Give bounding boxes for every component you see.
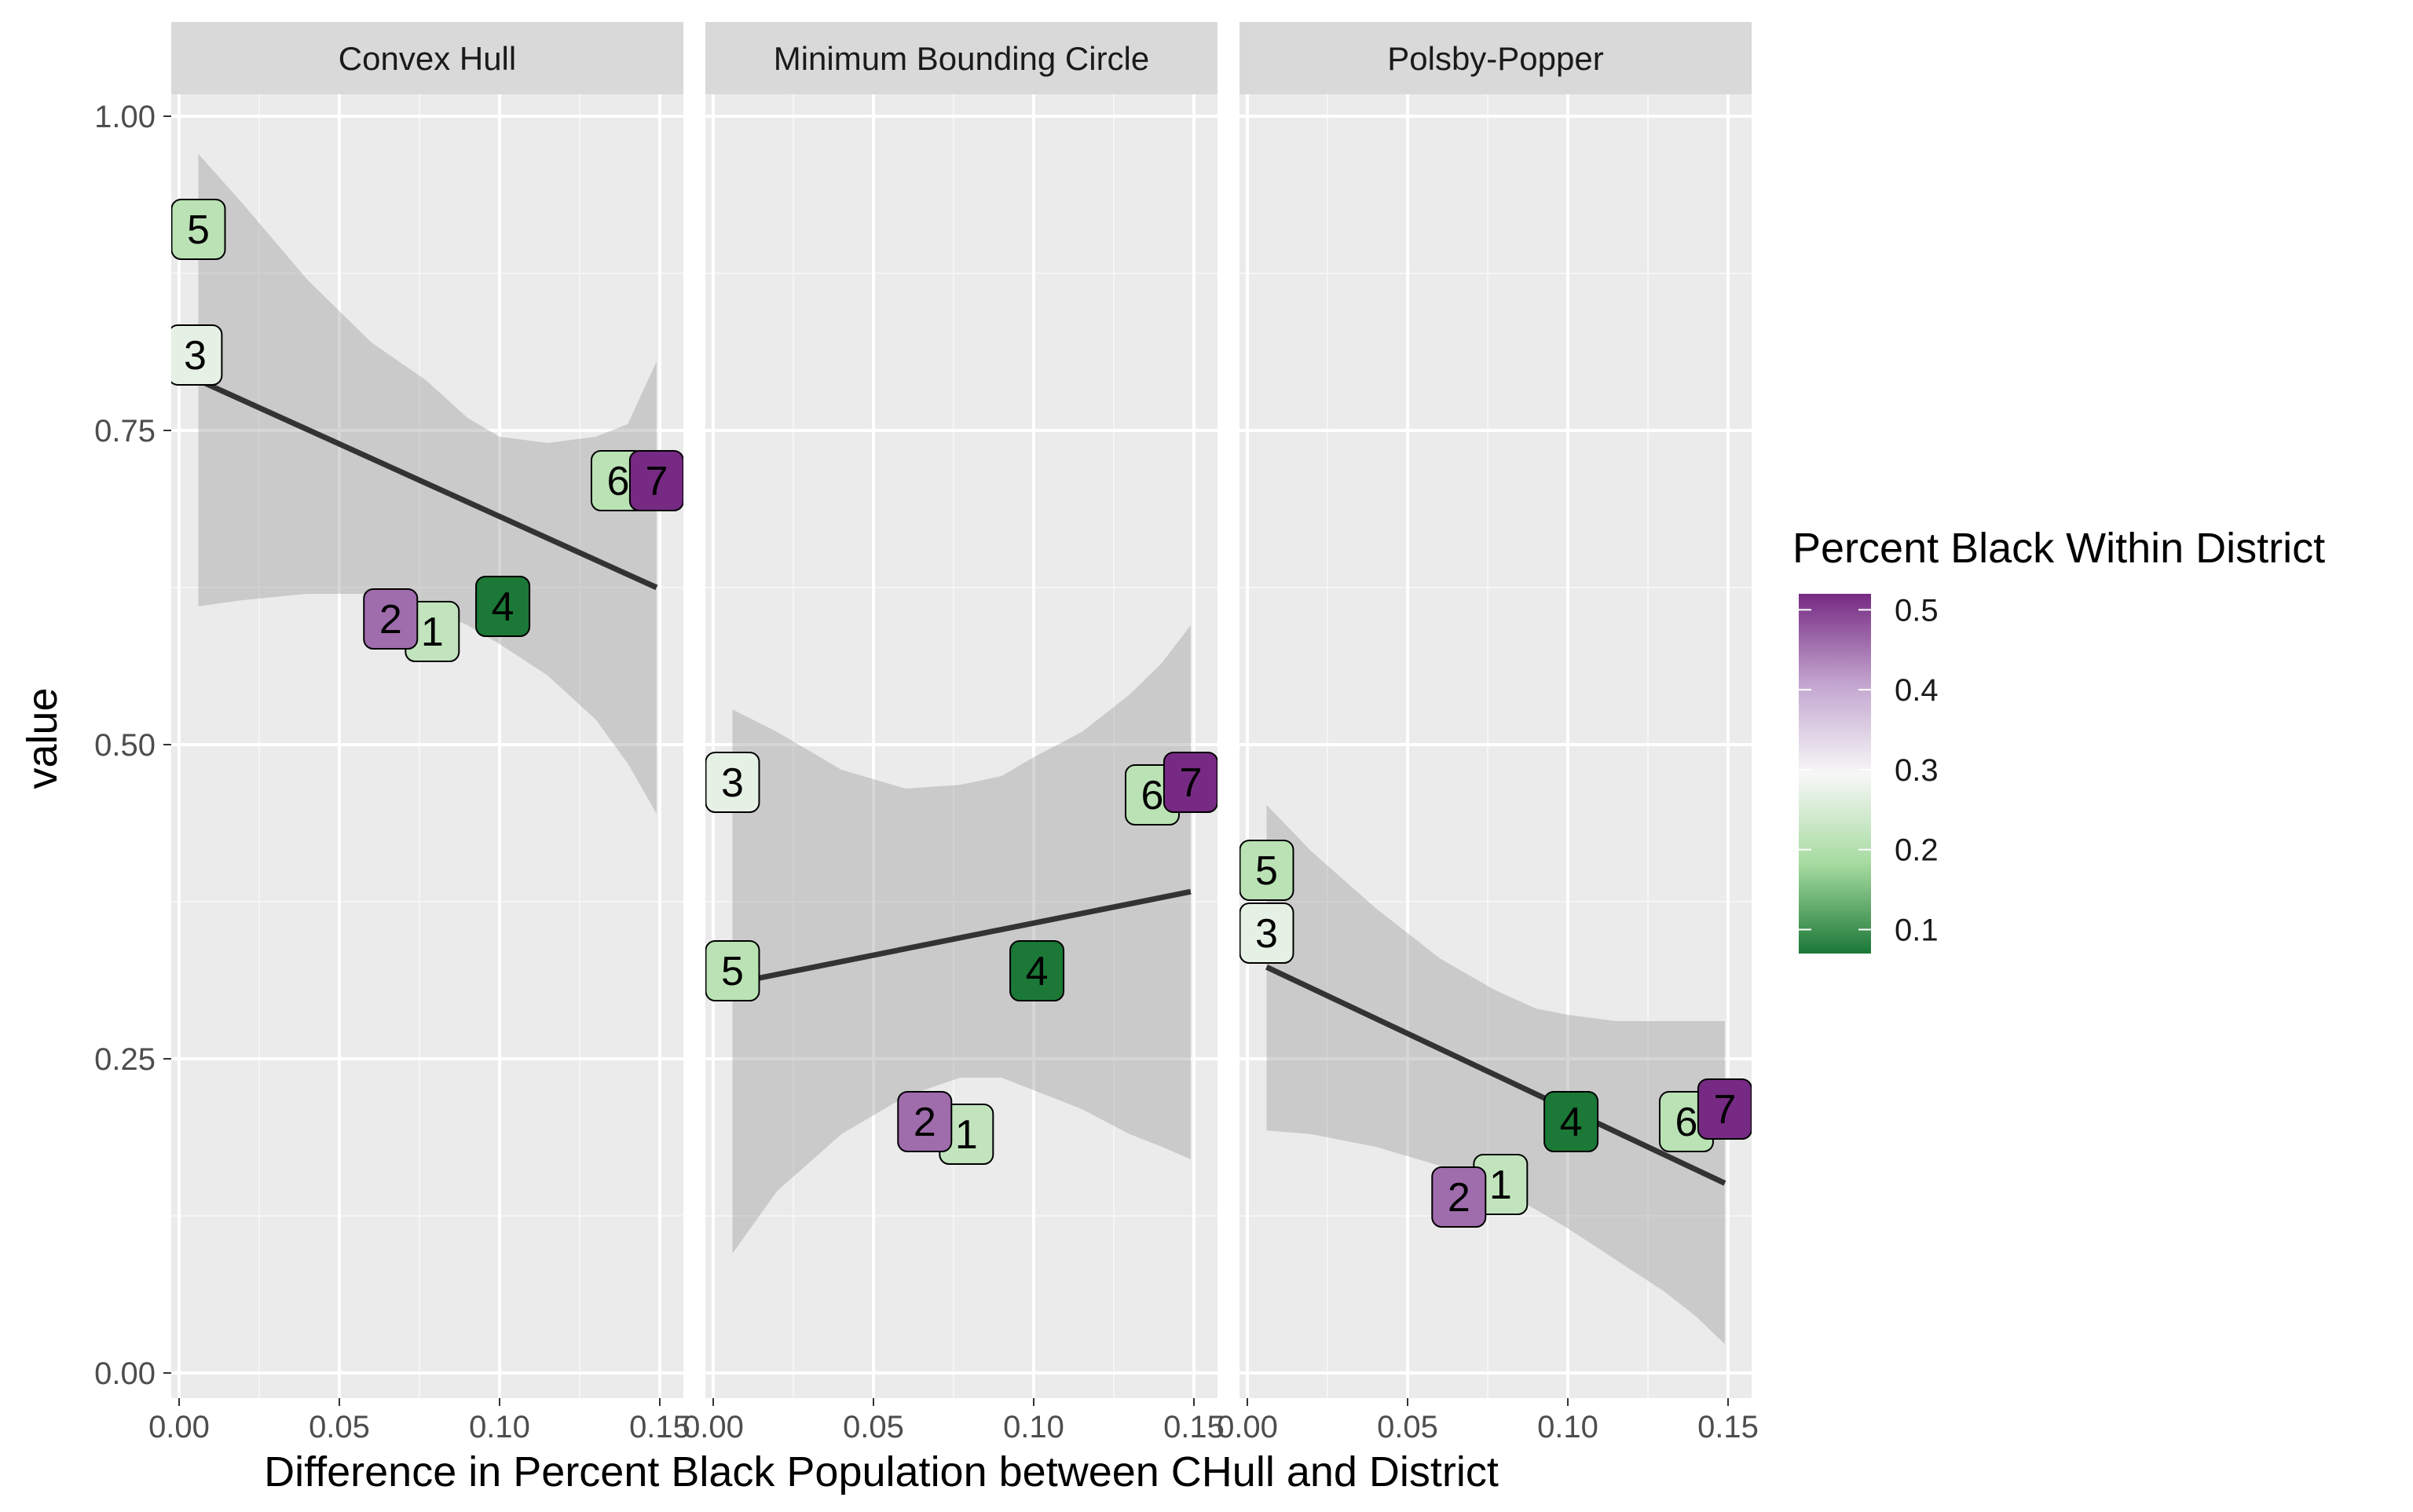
point-label-4: 4: [1009, 940, 1065, 1001]
point-label-7: 7: [1163, 752, 1217, 813]
y-axis-title: value: [19, 687, 66, 789]
x-tick-label: 0.10: [1003, 1410, 1064, 1444]
point-marker: [1239, 840, 1294, 901]
point-label-4: 4: [475, 576, 531, 637]
facet-strip: [1239, 22, 1752, 94]
x-tick-label: 0.00: [1217, 1410, 1278, 1444]
point-text: 1: [1489, 1162, 1512, 1208]
regression-line: [731, 888, 1192, 987]
point-text: 6: [606, 459, 629, 504]
legend-colorbar: [1799, 594, 1871, 954]
point-text: 2: [1448, 1175, 1470, 1221]
point-label-2: 2: [897, 1091, 953, 1152]
x-tick-label: 0.15: [1697, 1410, 1759, 1444]
point-marker: [171, 199, 226, 260]
x-tick-label: 0.05: [1377, 1410, 1438, 1444]
point-label-4: 4: [1543, 1091, 1599, 1152]
y-tick-label: 0.25: [94, 1042, 156, 1077]
point-label-5: 5: [705, 940, 760, 1001]
x-tick-label: 0.05: [309, 1410, 370, 1444]
point-text: 3: [184, 333, 207, 379]
x-tick-label: 0.00: [683, 1410, 744, 1444]
legend-title: Percent Black Within District: [1792, 525, 2325, 572]
x-tick-label: 0.00: [148, 1410, 210, 1444]
point-marker: [171, 324, 223, 386]
y-tick-label: 0.75: [94, 414, 156, 448]
point-marker: [628, 450, 683, 511]
facet-title: Polsby-Popper: [1387, 40, 1603, 77]
point-text: 1: [421, 610, 444, 655]
point-marker: [1163, 752, 1217, 813]
point-marker: [1009, 940, 1065, 1001]
point-marker: [363, 588, 419, 650]
point-text: 6: [1141, 773, 1163, 818]
facet-strip: [171, 22, 683, 94]
point-text: 4: [492, 584, 514, 630]
point-text: 1: [955, 1112, 978, 1158]
regression-line: [1265, 965, 1726, 1186]
x-tick-label: 0.15: [629, 1410, 690, 1444]
x-tick-label: 0.15: [1163, 1410, 1225, 1444]
point-text: 3: [1255, 911, 1278, 957]
point-label-7: 7: [628, 450, 683, 511]
point-label-3: 3: [171, 324, 223, 386]
point-text: 7: [1179, 760, 1202, 806]
point-marker: [1697, 1078, 1752, 1140]
point-label-5: 5: [171, 199, 226, 260]
point-marker: [1543, 1091, 1599, 1152]
point-label-5: 5: [1239, 840, 1294, 901]
point-text: 6: [1675, 1100, 1697, 1145]
point-text: 5: [1255, 848, 1278, 894]
point-label-7: 7: [1697, 1078, 1752, 1140]
point-text: 5: [721, 949, 744, 994]
point-marker: [1431, 1166, 1487, 1228]
x-tick-label: 0.05: [843, 1410, 904, 1444]
facet-strip: [705, 22, 1217, 94]
point-text: 3: [721, 760, 744, 806]
point-text: 5: [187, 207, 210, 253]
point-marker: [897, 1091, 953, 1152]
point-label-2: 2: [1431, 1166, 1487, 1228]
panel-0: Convex Hull 12 3 4 5 6 7 0.00 0.05 0.10 0.15: [148, 22, 690, 1444]
point-label-1: 1: [1473, 1154, 1529, 1215]
facet-title: Minimum Bounding Circle: [774, 40, 1150, 77]
point-marker: [1239, 902, 1294, 964]
legend-tick-label: 0.1: [1895, 913, 1939, 947]
y-tick-label: 0.00: [94, 1356, 156, 1391]
legend-tick-label: 0.4: [1895, 673, 1939, 708]
y-tick-label: 1.00: [94, 100, 156, 134]
y-tick-label: 0.50: [94, 728, 156, 763]
x-axis-title: Difference in Percent Black Population b…: [264, 1448, 1499, 1496]
point-label-1: 1: [405, 601, 460, 662]
point-text: 7: [645, 459, 668, 504]
legend-tick-label: 0.3: [1895, 753, 1939, 788]
point-text: 4: [1560, 1100, 1583, 1145]
point-text: 2: [914, 1100, 936, 1145]
panel-2: Polsby-Popper 12 3 4 5 6 7 0.00 0.05 0.10 0.15: [1217, 22, 1759, 1444]
point-text: 2: [379, 597, 402, 643]
facet-title: Convex Hull: [339, 40, 516, 77]
point-marker: [475, 576, 531, 637]
point-marker: [705, 940, 760, 1001]
legend-tick-label: 0.5: [1895, 593, 1939, 628]
regression-line: [197, 377, 658, 591]
x-tick-label: 0.10: [1537, 1410, 1598, 1444]
point-label-1: 1: [939, 1104, 994, 1165]
x-tick-label: 0.10: [469, 1410, 530, 1444]
point-text: 4: [1026, 949, 1049, 994]
point-text: 7: [1713, 1087, 1736, 1133]
point-label-3: 3: [1239, 902, 1294, 964]
point-label-2: 2: [363, 588, 419, 650]
point-label-3: 3: [705, 752, 760, 813]
legend-tick-label: 0.2: [1895, 833, 1939, 868]
point-marker: [705, 752, 760, 813]
panel-1: Minimum Bounding Circle 12 3 4 5 6 7 0.00 0.05 0.…: [683, 22, 1225, 1444]
